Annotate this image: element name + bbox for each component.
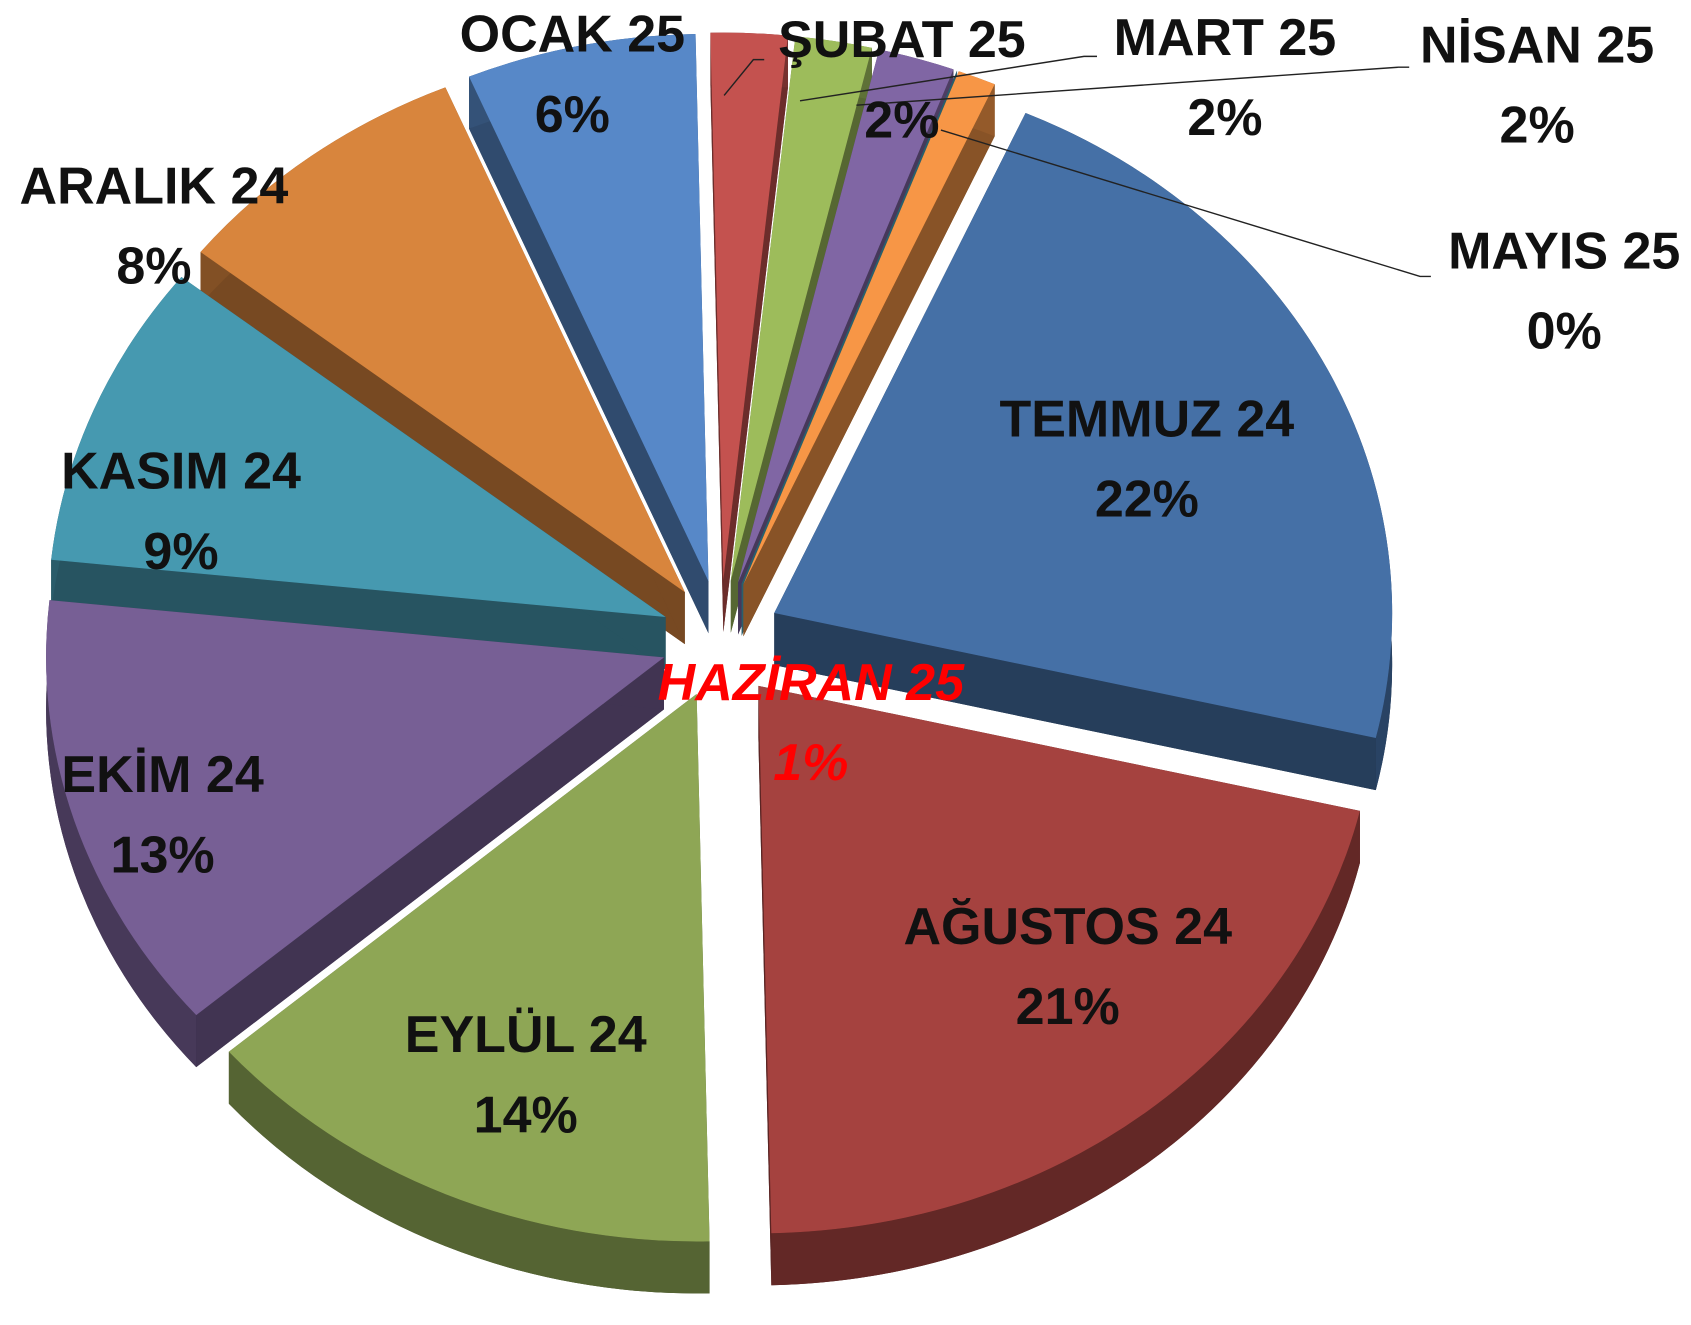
leader-line <box>940 129 1431 278</box>
slice-side <box>774 613 1376 791</box>
slice-side <box>723 35 788 633</box>
pie: TEMMUZ 24 22% AĞUSTOS 24 21% EYLÜL 24 14% EKİM… <box>20 6 1681 1294</box>
slice-edge <box>46 600 197 1068</box>
slice-label: ARALIK 24 <box>20 157 289 215</box>
slice-value-label: 8% <box>116 238 191 296</box>
slices <box>46 32 1393 1294</box>
leader-line <box>723 58 765 96</box>
slice-label: MAYIS 25 <box>1448 222 1680 280</box>
slice <box>710 32 788 580</box>
slice-label: EKİM 24 <box>61 746 263 804</box>
slice-edge <box>228 1051 710 1294</box>
slice-value-label: 21% <box>1016 978 1120 1036</box>
slice <box>758 685 1360 1234</box>
slice <box>46 600 664 1016</box>
slice <box>51 277 666 618</box>
leader-line <box>856 66 1410 106</box>
slice-value-label: 2% <box>864 91 939 149</box>
slice <box>774 112 1393 739</box>
slice-label: MART 25 <box>1114 9 1337 67</box>
slice <box>200 87 685 593</box>
slice <box>469 33 709 582</box>
slice-value-label: 9% <box>143 523 218 581</box>
slice-value-label: 13% <box>111 826 215 884</box>
leader-line <box>799 55 1098 102</box>
slice-value-label: 2% <box>1187 89 1262 147</box>
slice-side <box>469 76 709 634</box>
labels: TEMMUZ 24 22% AĞUSTOS 24 21% EYLÜL 24 14% EKİM… <box>20 6 1681 1145</box>
slice <box>743 71 995 585</box>
slice-value-label: 0% <box>1527 303 1602 361</box>
slice-side <box>743 84 995 637</box>
slice-label: ŞUBAT 25 <box>778 11 1026 69</box>
slice-label: NİSAN 25 <box>1420 17 1654 75</box>
slice-label: OCAK 25 <box>460 6 685 64</box>
slice-label: TEMMUZ 24 <box>999 391 1294 449</box>
slice-side <box>758 685 772 1286</box>
slice-side <box>51 559 666 670</box>
slice <box>228 694 710 1242</box>
slice-value-label: 22% <box>1095 471 1199 529</box>
slice <box>730 36 872 581</box>
slice-side <box>196 657 664 1068</box>
slice-edge <box>771 810 1360 1286</box>
slice <box>738 49 954 583</box>
slice-value-label: 14% <box>474 1086 578 1144</box>
slice-value-label: 6% <box>535 86 610 144</box>
slice-side <box>710 32 724 633</box>
slice-label: AĞUSTOS 24 <box>903 898 1232 956</box>
slice-value-label: 2% <box>1500 97 1575 155</box>
slice-label: EYLÜL 24 <box>405 1006 647 1064</box>
slice-value-label: 1% <box>773 734 848 792</box>
slice-label: KASIM 24 <box>61 443 301 501</box>
slice-label: HAZİRAN 25 <box>658 654 965 712</box>
